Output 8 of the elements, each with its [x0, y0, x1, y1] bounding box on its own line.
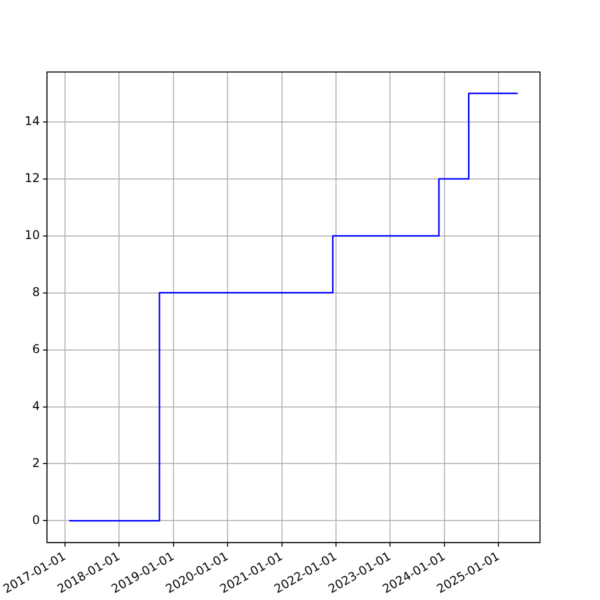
y-tick-label: 10 — [24, 228, 40, 242]
y-tick-label: 8 — [32, 284, 40, 299]
y-tick-label: 12 — [24, 170, 40, 185]
y-tick-label: 0 — [32, 512, 40, 527]
y-tick-label: 2 — [32, 456, 40, 470]
y-tick-label: 14 — [24, 114, 40, 128]
y-tick-label: 4 — [32, 398, 40, 413]
y-tick-label: 6 — [32, 342, 40, 356]
